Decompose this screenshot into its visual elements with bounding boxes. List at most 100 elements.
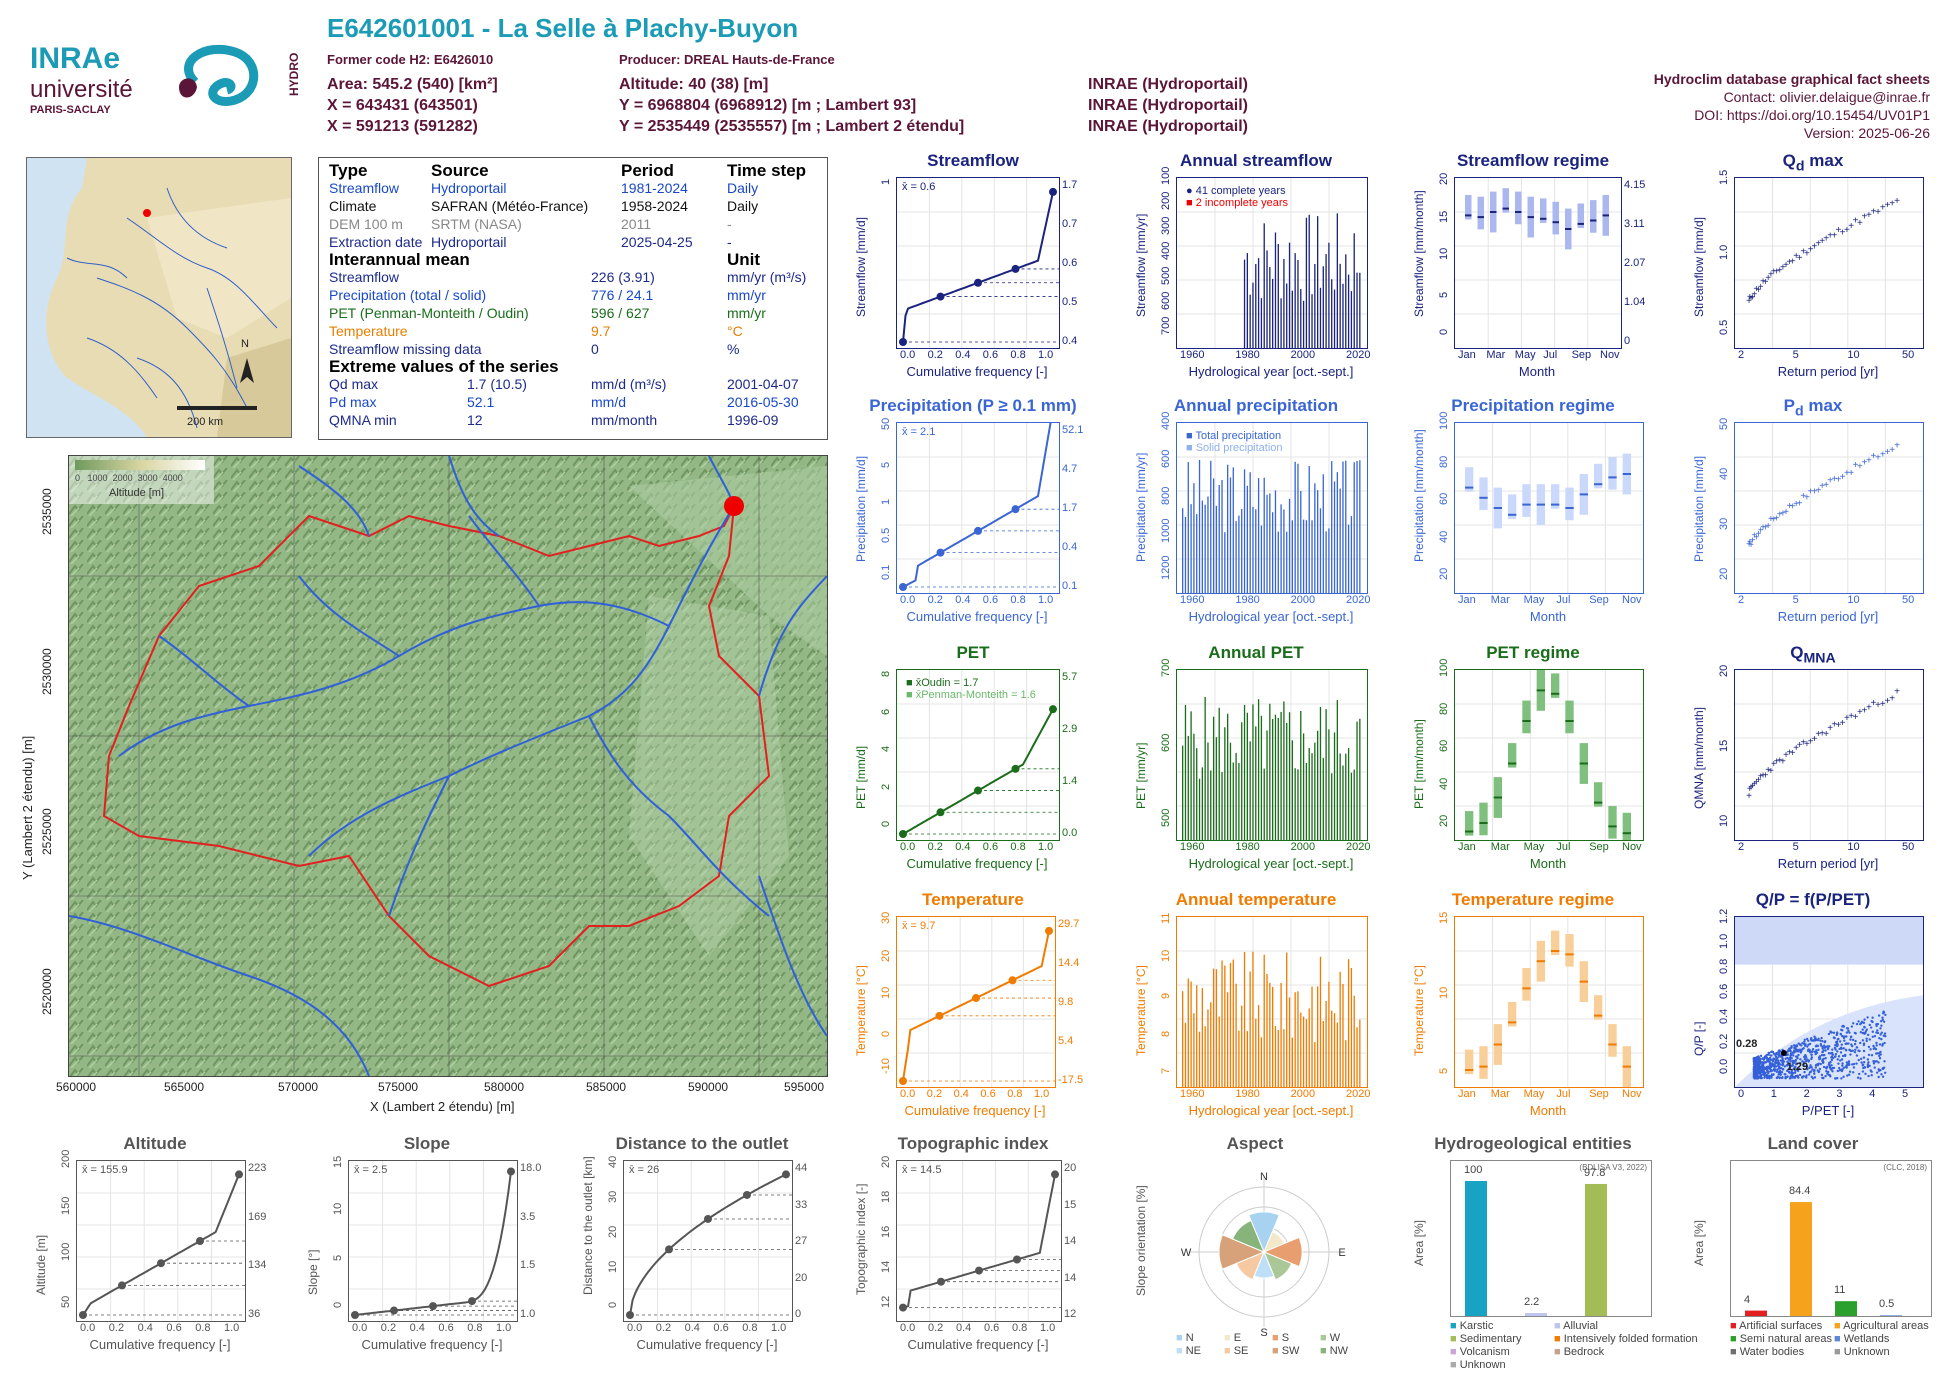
return-point: +: [1808, 245, 1814, 256]
bar: [1210, 460, 1212, 593]
temperature-regime-panel-plot: [1454, 916, 1644, 1088]
return-point: +: [1880, 202, 1886, 213]
bar: [1241, 1005, 1243, 1087]
qp-point: [1861, 1064, 1864, 1067]
bar: [1339, 753, 1341, 840]
quantile-point: [1011, 505, 1020, 514]
qd-max-panel-xtick: 50: [1902, 349, 1915, 361]
slope-panel-plot: [348, 1160, 518, 1322]
qp-point: [1847, 1060, 1851, 1063]
bar: [1350, 772, 1353, 840]
distance-panel-xtick: 0.8: [742, 1322, 758, 1334]
qp-point: [1805, 1037, 1809, 1041]
bar: [1218, 1016, 1220, 1087]
annual-pet-panel-ytick: 500: [1160, 808, 1172, 827]
return-point: +: [1844, 713, 1850, 724]
bar: [1297, 769, 1299, 840]
qp-point: [1768, 1063, 1772, 1066]
bar: [1257, 258, 1260, 348]
mean-row: mm/yr: [727, 305, 766, 321]
bar: [1359, 1019, 1361, 1087]
return-point: +: [1751, 530, 1757, 541]
qp-panel-ylabel: Q/P [-]: [1692, 1021, 1706, 1056]
return-point: +: [1819, 236, 1825, 247]
qp-point: [1781, 1058, 1784, 1062]
qp-point: [1870, 1074, 1873, 1077]
regime-box: [1479, 477, 1488, 511]
src-row: Daily: [727, 180, 759, 196]
qp-point: [1761, 1061, 1765, 1064]
bar: [1238, 1030, 1240, 1087]
qp-point: [1870, 1026, 1873, 1029]
regime-box: [1594, 782, 1603, 807]
streamflow-panel-xtick: 0.4: [955, 349, 971, 361]
altitude-panel-ytick: 100: [60, 1242, 72, 1262]
qp-point: [1759, 1054, 1763, 1058]
streamflow-panel-rtick: 0.7: [1062, 218, 1078, 230]
qp-point: [1818, 1067, 1822, 1071]
aspect-dir-label: N: [1260, 1171, 1268, 1183]
src-row: Climate: [329, 198, 377, 214]
src-row: SAFRAN (Météo-France): [431, 198, 589, 214]
qp-point: [1824, 1074, 1827, 1078]
pet-panel-xtick: 0.2: [927, 841, 943, 853]
qp-point: [1784, 1075, 1787, 1079]
bar: [1224, 727, 1226, 840]
qp-point: [1872, 1047, 1875, 1051]
qp-point: [1756, 1067, 1759, 1071]
qd-max-panel: Qd max + + + + + + + + + + + + + + + + + + + + + + + + + + + + + + + + + +…: [1686, 151, 1940, 383]
temperature-regime-panel: Temperature regime Temperature [°C] Month 1…: [1406, 890, 1660, 1122]
station-marker: [143, 209, 151, 217]
regime-box: [1590, 200, 1597, 233]
altitude-panel-rtick: 134: [248, 1259, 267, 1272]
hydrogeo-panel-legend-item: ■ Intensively folded formation: [1554, 1333, 1698, 1345]
pet-regime-panel-xtick: Jul: [1556, 841, 1571, 853]
bar: [1201, 767, 1203, 840]
qp-point: [1797, 1053, 1800, 1057]
qp-point: [1775, 1076, 1779, 1080]
return-point: +: [1804, 739, 1810, 750]
precipitation-regime-panel-svg: [1455, 423, 1643, 593]
aspect-legend-item: ■ S: [1272, 1332, 1290, 1344]
return-point: +: [1790, 748, 1796, 759]
bar: [1342, 983, 1344, 1087]
return-point: +: [1797, 498, 1803, 509]
slope-panel-ytick: 10: [332, 1202, 344, 1215]
return-point: +: [1827, 230, 1833, 241]
bar: [1328, 729, 1330, 840]
bar: [1272, 986, 1274, 1087]
pd-max-panel-xtick: 2: [1738, 594, 1745, 606]
qp-point: [1875, 1044, 1878, 1047]
qp-point: [1873, 1034, 1877, 1038]
pd-max-panel-svg: ++++++++++++++++++++++++++++++++++++++++…: [1735, 423, 1923, 593]
temperature-regime-panel-xtick: Nov: [1622, 1088, 1642, 1100]
return-point: +: [1768, 269, 1774, 280]
qp-point: [1790, 1046, 1793, 1049]
annual-precip-legend: ■ Total precipitation ■ Solid precipitati…: [1186, 430, 1283, 454]
qp-point: [1864, 1072, 1867, 1076]
return-point: +: [1758, 282, 1764, 293]
qp-point: [1862, 1021, 1866, 1025]
qp-point: [1811, 1047, 1815, 1051]
annual-streamflow-panel-ytick: 300: [1160, 216, 1172, 235]
annual-precipitation-panel-ylabel: Precipitation [mm/yr]: [1134, 452, 1148, 562]
src-row: Hydroportail: [431, 180, 507, 196]
topo-panel-xtick: 1.0: [1040, 1322, 1056, 1334]
qmna-panel-xtick: 50: [1902, 841, 1915, 853]
streamflow-panel: Streamflow Streamflow [mm/d] Cumulative fr…: [848, 151, 1098, 383]
pd-max-panel-xtick: 50: [1902, 594, 1915, 606]
qp-point: [1822, 1044, 1826, 1047]
qp-point: [1807, 1073, 1811, 1076]
area: Area: 545.2 (540) [km²]: [327, 76, 498, 93]
qp-point: [1821, 1047, 1824, 1050]
qp-point: [1822, 1057, 1825, 1061]
quantile-point: [157, 1259, 165, 1268]
return-point: +: [1755, 775, 1761, 786]
qp-point: [1803, 1044, 1807, 1048]
aspect-legend: ■ N ■ E ■ S ■ W ■ NE ■ SE ■ SW ■ NW: [1176, 1332, 1376, 1358]
doi-link[interactable]: DOI: https://doi.org/10.15454/UV01P1: [1694, 107, 1930, 123]
bar: [1257, 1005, 1260, 1087]
bar: [1322, 757, 1324, 840]
annual-temperature-panel-ytick: 10: [1160, 949, 1172, 962]
pet-regime-panel-ytick: 80: [1438, 702, 1450, 715]
